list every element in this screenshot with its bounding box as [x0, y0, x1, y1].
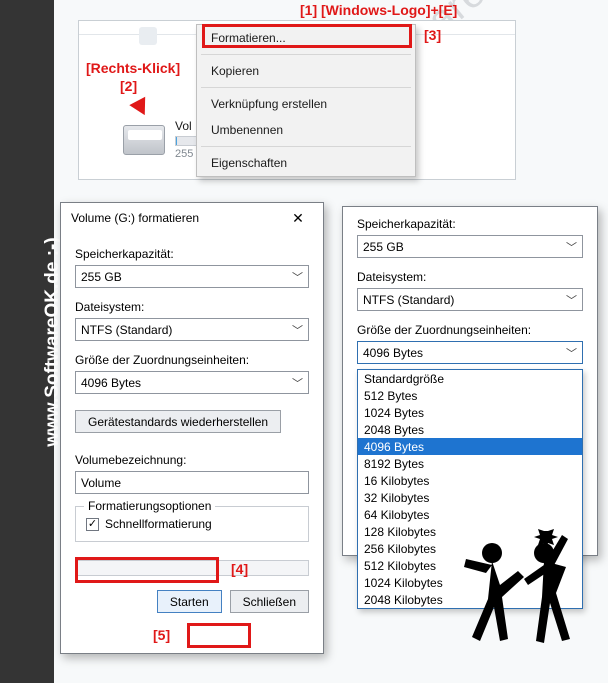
chevron-down-icon: ﹀: [292, 375, 303, 391]
explorer-chat-icon: [139, 27, 157, 45]
lbl-allocation-r: Größe der Zuordnungseinheiten:: [357, 323, 583, 337]
volume-label-input[interactable]: Volume: [75, 471, 309, 494]
anno-5: [5]: [153, 627, 170, 643]
anno-4-box: [75, 557, 219, 583]
anno-5-box: [187, 623, 251, 648]
filesystem-combo[interactable]: NTFS (Standard)﹀: [75, 318, 309, 341]
lbl-volume-label: Volumebezeichnung:: [75, 453, 309, 467]
anno-2a: [Rechts-Klick]: [86, 60, 180, 78]
format-dialog-right: Speicherkapazität: 255 GB﹀ Dateisystem: …: [342, 206, 598, 556]
start-button[interactable]: Starten: [157, 590, 222, 613]
ctx-verknuepfung[interactable]: Verknüpfung erstellen: [197, 91, 415, 117]
chevron-down-icon: ﹀: [292, 269, 303, 285]
close-button-bottom[interactable]: Schließen: [230, 590, 309, 613]
lbl-filesystem-r: Dateisystem:: [357, 270, 583, 284]
format-dialog: Volume (G:) formatieren ✕ Speicherkapazi…: [60, 202, 324, 654]
allocation-option[interactable]: 8192 Bytes: [358, 455, 582, 472]
silhouette-figures: [440, 513, 590, 673]
chevron-down-icon: ﹀: [566, 345, 577, 361]
capacity-combo[interactable]: 255 GB﹀: [75, 265, 309, 288]
format-options-group: Formatierungsoptionen ✓ Schnellformatier…: [75, 506, 309, 542]
allocation-option[interactable]: 2048 Bytes: [358, 421, 582, 438]
quick-format-checkbox[interactable]: ✓ Schnellformatierung: [86, 517, 298, 531]
capacity-combo-r[interactable]: 255 GB﹀: [357, 235, 583, 258]
filesystem-combo-r[interactable]: NTFS (Standard)﹀: [357, 288, 583, 311]
chevron-down-icon: ﹀: [566, 239, 577, 255]
drive-icon: [123, 125, 165, 155]
chevron-down-icon: ﹀: [292, 322, 303, 338]
allocation-combo-open[interactable]: 4096 Bytes﹀: [357, 341, 583, 364]
allocation-combo[interactable]: 4096 Bytes﹀: [75, 371, 309, 394]
allocation-option[interactable]: 4096 Bytes: [358, 438, 582, 455]
anno-3: [3]: [424, 27, 441, 43]
allocation-option[interactable]: 16 Kilobytes: [358, 472, 582, 489]
lbl-capacity: Speicherkapazität:: [75, 247, 309, 261]
anno-2b: [2]: [120, 78, 137, 94]
allocation-option[interactable]: Standardgröße: [358, 370, 582, 387]
ctx-eigenschaften[interactable]: Eigenschaften: [197, 150, 415, 176]
chevron-down-icon: ﹀: [566, 292, 577, 308]
checkbox-icon: ✓: [86, 518, 99, 531]
lbl-allocation: Größe der Zuordnungseinheiten:: [75, 353, 309, 367]
dialog-title: Volume (G:) formatieren: [71, 211, 199, 225]
anno-4: [4]: [231, 561, 248, 577]
quick-format-label: Schnellformatierung: [105, 517, 212, 531]
lbl-filesystem: Dateisystem:: [75, 300, 309, 314]
allocation-option[interactable]: 1024 Bytes: [358, 404, 582, 421]
lbl-capacity-r: Speicherkapazität:: [357, 217, 583, 231]
group-label: Formatierungsoptionen: [84, 499, 215, 513]
ctx-kopieren[interactable]: Kopieren: [197, 58, 415, 84]
anno-3-box: [202, 24, 412, 48]
allocation-option[interactable]: 512 Bytes: [358, 387, 582, 404]
ctx-umbenennen[interactable]: Umbenennen: [197, 117, 415, 143]
close-button[interactable]: ✕: [281, 207, 315, 229]
anno-1: [1] [Windows-Logo]+[E]: [300, 2, 457, 18]
allocation-option[interactable]: 32 Kilobytes: [358, 489, 582, 506]
restore-defaults-button[interactable]: Gerätestandards wiederherstellen: [75, 410, 281, 433]
